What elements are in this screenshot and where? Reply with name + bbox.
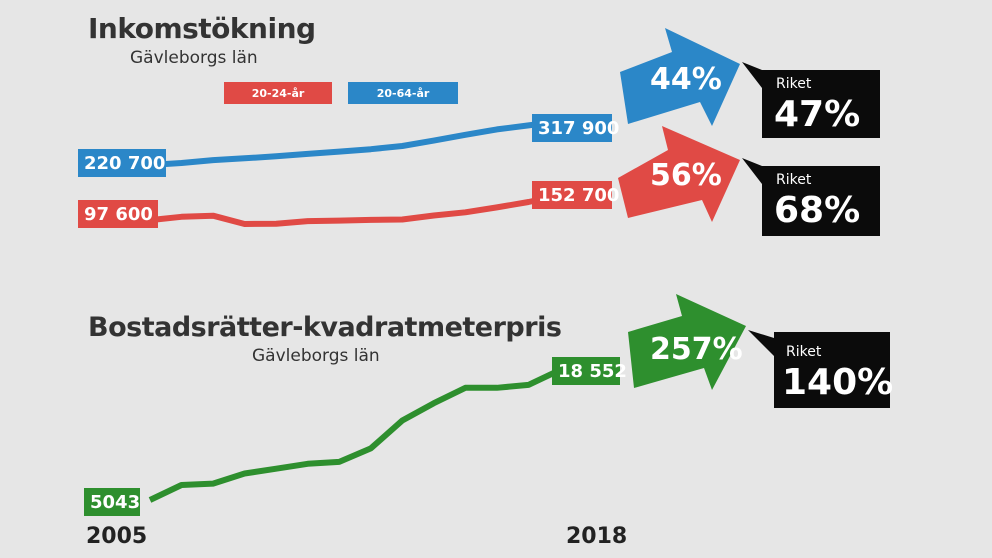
label-end-20-24: 152 700 (532, 181, 619, 209)
label-start-price: 5043 (84, 488, 140, 516)
riket-value: 140% (782, 362, 894, 403)
riket-box-price: Riket 140% (774, 332, 894, 408)
x-tick-2005: 2005 (86, 524, 148, 549)
riket-box-20-24: Riket 68% (762, 166, 880, 236)
chart-subtitle-price: Gävleborgs län (252, 346, 380, 366)
change-label-20-24: 56% (650, 158, 722, 193)
riket-pointer-2 (742, 158, 762, 184)
arrow-44 (620, 28, 740, 126)
riket-value: 47% (774, 94, 861, 135)
series-line-20-24 (149, 192, 561, 227)
series-line-price (148, 367, 562, 503)
label-end-20-64: 317 900 (532, 114, 619, 142)
label-start-20-24: 97 600 (78, 200, 158, 228)
chart-subtitle-income: Gävleborgs län (130, 48, 258, 68)
riket-label: Riket (776, 172, 812, 188)
chart-title-price: Bostadsrätter-kvadratmeterpris (88, 312, 562, 343)
riket-pointer-1 (742, 62, 762, 88)
change-label-price: 257% (650, 332, 743, 367)
arrow-257 (628, 294, 746, 390)
x-tick-2018: 2018 (566, 524, 628, 549)
series-line-20-64 (149, 118, 561, 168)
riket-pointer-3 (748, 330, 774, 356)
legend-20-24: 20-24-år (224, 82, 332, 104)
riket-value: 68% (774, 190, 861, 231)
legend-20-64: 20-64-år (348, 82, 458, 104)
riket-label: Riket (776, 76, 812, 92)
riket-box-20-64: Riket 47% (762, 70, 880, 138)
riket-label: Riket (786, 344, 822, 360)
label-end-price: 18 552 (552, 357, 627, 385)
change-label-20-64: 44% (650, 62, 722, 97)
label-start-20-64: 220 700 (78, 149, 166, 177)
arrow-56 (618, 126, 740, 222)
chart-title-income: Inkomstökning (88, 12, 316, 45)
